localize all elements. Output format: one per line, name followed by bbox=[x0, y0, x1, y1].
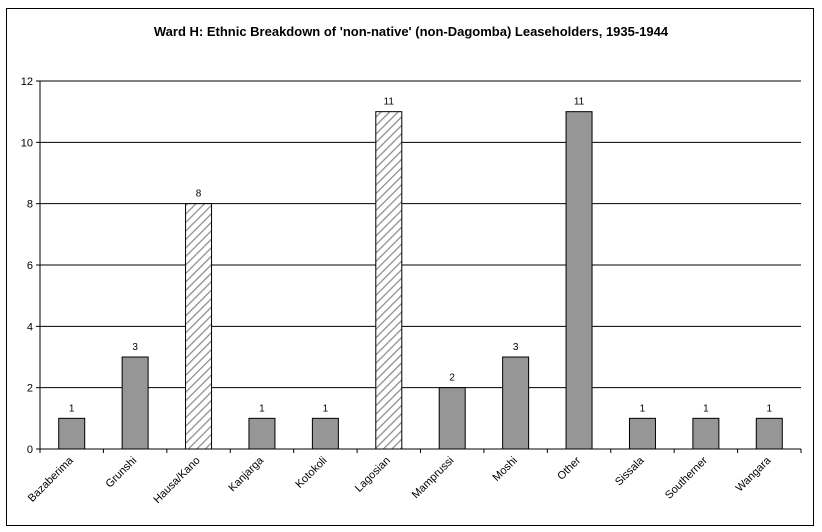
data-label: 11 bbox=[384, 97, 395, 108]
bar-grunshi bbox=[121, 356, 149, 450]
bar-moshi bbox=[502, 356, 530, 450]
x-tick-label: Grunshi bbox=[104, 455, 140, 491]
bar-lagosian bbox=[375, 111, 403, 450]
bar-kotokoli bbox=[311, 417, 339, 450]
data-label: 3 bbox=[132, 342, 138, 353]
data-label: 1 bbox=[767, 403, 773, 414]
bar-bazaberima bbox=[58, 417, 86, 450]
data-label: 2 bbox=[449, 373, 455, 384]
y-tick-label: 4 bbox=[27, 321, 33, 333]
data-label: 1 bbox=[703, 403, 709, 414]
data-label: 1 bbox=[323, 403, 329, 414]
bar-southerner bbox=[692, 417, 720, 450]
x-tick-label: Mamprussi bbox=[410, 455, 457, 502]
y-tick-label: 6 bbox=[27, 260, 33, 272]
y-tick-label: 0 bbox=[27, 444, 33, 456]
bar-mamprussi bbox=[438, 387, 466, 450]
bar-sissala bbox=[628, 417, 656, 450]
data-label: 1 bbox=[259, 403, 265, 414]
x-tick-label: Other bbox=[555, 454, 583, 482]
x-tick-label: Wangara bbox=[734, 454, 774, 494]
bar-hausa-kano bbox=[185, 203, 213, 450]
data-label: 8 bbox=[196, 189, 202, 200]
bar-kanjarga bbox=[248, 417, 276, 450]
x-tick-label: Kanjarga bbox=[226, 454, 266, 494]
bar-wangara bbox=[755, 417, 783, 450]
x-tick-label: Lagosian bbox=[353, 455, 393, 495]
y-tick-label: 12 bbox=[21, 76, 33, 88]
chart-title: Ward H: Ethnic Breakdown of 'non-native'… bbox=[153, 24, 669, 39]
x-tick-label: Sissala bbox=[613, 454, 647, 488]
y-tick-label: 8 bbox=[27, 199, 33, 211]
x-tick-label: Kotokoli bbox=[293, 455, 329, 491]
data-label: 3 bbox=[513, 342, 519, 353]
x-tick-label: Southerner bbox=[663, 454, 710, 501]
y-tick-label: 10 bbox=[21, 137, 33, 149]
x-tick-label: Bazaberima bbox=[26, 454, 77, 505]
data-label: 1 bbox=[69, 403, 75, 414]
data-label: 11 bbox=[574, 97, 585, 108]
x-tick-label: Moshi bbox=[491, 455, 520, 484]
bar-other bbox=[565, 111, 593, 450]
x-tick-label: Hausa/Kano bbox=[151, 455, 202, 506]
data-label: 1 bbox=[640, 403, 646, 414]
y-tick-label: 2 bbox=[27, 383, 33, 395]
